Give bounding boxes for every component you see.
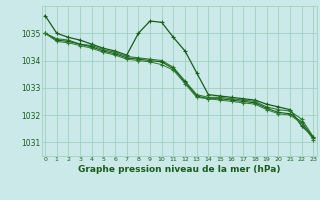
X-axis label: Graphe pression niveau de la mer (hPa): Graphe pression niveau de la mer (hPa) [78, 165, 280, 174]
